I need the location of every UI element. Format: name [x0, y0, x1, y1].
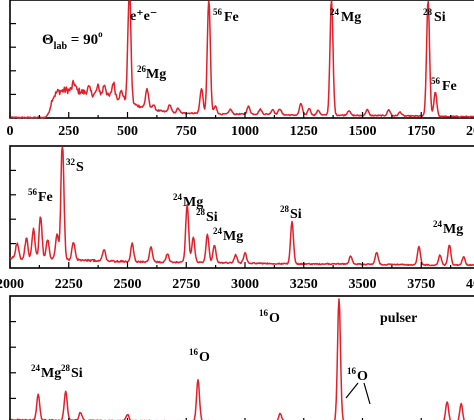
plot-frame: [9, 0, 474, 119]
x-tick-label: 1250: [290, 124, 318, 139]
x-tick-label: 1750: [407, 124, 435, 139]
panel-middle: 2000 2250 2500 2750 3000 3250 3500 3750 4000 32 …: [0, 145, 474, 292]
annotation-label: S: [76, 160, 84, 175]
annotation-label: Fe: [38, 190, 53, 205]
annotation-label: O: [199, 350, 210, 365]
x-tick-label: 2000: [466, 124, 474, 139]
annotation-24mg: 24 Mg: [330, 7, 361, 25]
annotation-label: O: [269, 311, 280, 326]
annotation-label: e⁺e⁻: [130, 9, 157, 24]
annotation-16o-second: 16 O: [259, 308, 280, 326]
angle-equals: = 90: [67, 32, 98, 48]
x-tick-label: 2500: [114, 277, 142, 292]
x-axis-ticks: [9, 112, 452, 118]
x-tick-label: 500: [117, 124, 138, 139]
annotation-label: Mg: [183, 195, 203, 210]
angle-symbol: Θ: [42, 32, 54, 48]
annotation-isotope: 24: [433, 219, 443, 229]
annotation-label: Fe: [442, 79, 457, 94]
x-axis-ticks: [9, 418, 422, 420]
annotation-28si-second: 28 Si: [280, 204, 302, 222]
spectrum-line: [9, 0, 474, 119]
annotation-isotope: 24: [31, 363, 41, 373]
x-tick-label: 2750: [172, 277, 200, 292]
annotation-isotope: 32: [66, 157, 76, 167]
plot-frame: [9, 295, 474, 420]
angle-subscript: lab: [54, 41, 68, 52]
annotation-isotope: 16: [347, 366, 357, 376]
angle-label: Θlab = 90o: [42, 29, 103, 52]
annotation-label: Mg: [41, 366, 61, 381]
annotation-isotope: 28: [423, 7, 433, 17]
annotation-isotope: 56: [431, 76, 441, 86]
x-tick-label: 0: [7, 124, 14, 139]
x-tick-label: 3000: [231, 277, 259, 292]
annotation-isotope: 26: [137, 64, 147, 74]
panel-top: 0 250 500 750 1000 1250 1500 1750 2000 Θlab = 90…: [7, 0, 474, 139]
x-axis-tick-labels: 2000 2250 2500 2750 3000 3250 3500 3750 4000: [0, 277, 474, 292]
spectrum-line: [9, 146, 474, 267]
x-tick-label: 250: [58, 124, 79, 139]
x-tick-label: 2250: [55, 277, 83, 292]
annotation-isotope: 24: [213, 226, 223, 236]
x-tick-label: 1000: [231, 124, 259, 139]
annotation-label: Mg: [443, 222, 463, 237]
annotation-24mg: 24 Mg: [173, 192, 203, 210]
annotation-isotope: 24: [330, 7, 340, 17]
annotation-28si: 28 Si: [61, 363, 83, 381]
annotation-label: Mg: [223, 229, 243, 244]
panel-bottom: 24 Mg 28 Si 16 O 16 O 16 O pulser: [9, 295, 474, 420]
annotation-24mg-second: 24 Mg: [213, 226, 243, 244]
annotation-26mg: 26 Mg: [137, 64, 166, 82]
annotation-28si: 28 Si: [423, 7, 446, 25]
annotation-label: Si: [434, 10, 446, 25]
annotation-pointer-lines: [345, 382, 371, 405]
pointer-line-left: [345, 382, 359, 399]
annotation-24mg: 24 Mg: [31, 363, 61, 381]
y-axis-ticks: [10, 321, 16, 399]
annotation-isotope: 24: [173, 192, 183, 202]
annotation-label: Si: [206, 210, 218, 225]
annotation-pulser: pulser: [380, 311, 417, 326]
annotation-label: Mg: [146, 67, 166, 82]
annotation-label: Si: [71, 366, 83, 381]
angle-superscript: o: [98, 29, 103, 39]
x-tick-label: 2000: [0, 277, 24, 292]
annotation-isotope: 16: [259, 308, 269, 318]
annotation-isotope: 28: [196, 207, 206, 217]
pointer-line-right: [363, 382, 371, 405]
annotation-16o-third: 16 O: [347, 366, 368, 384]
annotation-label: Fe: [224, 10, 239, 25]
x-tick-label: 4000: [466, 277, 474, 292]
y-axis-ticks: [10, 23, 16, 96]
x-tick-label: 3250: [290, 277, 318, 292]
annotation-56fe-right: 56 Fe: [431, 76, 457, 94]
annotation-24mg-right: 24 Mg: [433, 219, 463, 237]
x-tick-label: 3500: [349, 277, 377, 292]
annotation-isotope: 56: [28, 187, 38, 197]
annotation-32s: 32 S: [66, 157, 84, 175]
x-tick-label: 1500: [349, 124, 377, 139]
annotation-isotope: 16: [189, 347, 199, 357]
y-axis-ticks: [10, 169, 16, 245]
annotation-28si: 28 Si: [196, 207, 218, 225]
annotation-isotope: 56: [213, 7, 223, 17]
x-tick-label: 3750: [407, 277, 435, 292]
x-tick-label: 750: [176, 124, 197, 139]
annotation-56fe: 56 Fe: [28, 187, 53, 205]
annotation-label: O: [357, 369, 368, 384]
x-axis-tick-labels: 0 250 500 750 1000 1250 1500 1750 2000: [7, 124, 474, 139]
annotation-label: pulser: [380, 311, 417, 326]
annotation-isotope: 28: [61, 363, 71, 373]
annotation-ee: e⁺e⁻: [130, 9, 157, 24]
annotation-56fe: 56 Fe: [213, 7, 239, 25]
annotation-label: Mg: [341, 10, 361, 25]
annotation-label: Si: [290, 207, 302, 222]
x-axis-ticks: [9, 262, 452, 268]
annotation-16o: 16 O: [189, 347, 210, 365]
annotation-isotope: 28: [280, 204, 290, 214]
